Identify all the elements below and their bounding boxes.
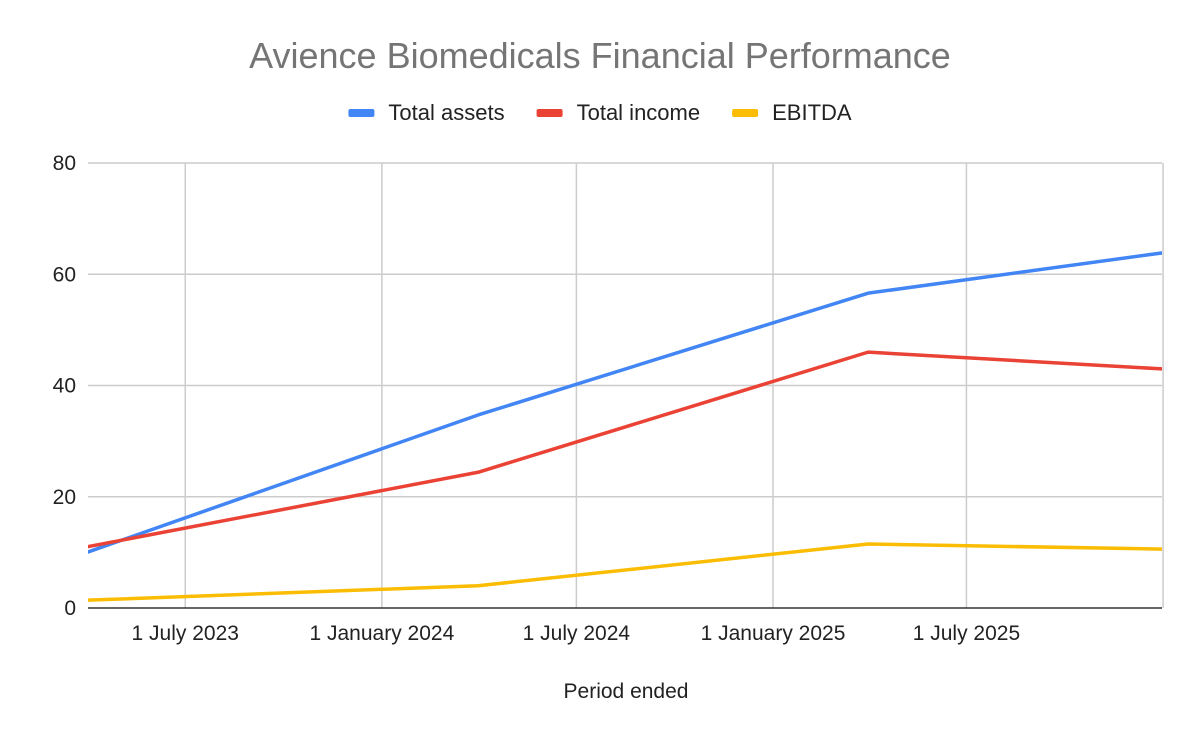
- x-axis-label: Period ended: [564, 680, 689, 703]
- legend-item-ebitda: EBITDA: [732, 100, 852, 125]
- legend-swatch: [732, 109, 759, 117]
- y-axis-ticks: 0 20 40 60 80: [53, 152, 76, 620]
- x-tick-label: 1 January 2025: [701, 622, 846, 645]
- legend-item-total-income: Total income: [536, 100, 701, 125]
- y-tick-label: 40: [53, 375, 76, 398]
- y-tick-label: 20: [53, 486, 76, 509]
- legend-item-total-assets: Total assets: [348, 100, 505, 125]
- chart-title: Avience Biomedicals Financial Performanc…: [249, 35, 951, 76]
- y-tick-label: 60: [53, 263, 76, 286]
- x-tick-label: 1 July 2023: [132, 622, 239, 645]
- x-axis-ticks: 1 July 2023 1 January 2024 1 July 2024 1 Ja…: [132, 622, 1021, 645]
- series-lines: [88, 251, 1162, 602]
- y-gridlines: [88, 162, 1162, 498]
- series-line-total-income: [88, 350, 1162, 549]
- legend-label: Total income: [577, 100, 701, 125]
- y-tick-label: 0: [64, 597, 76, 620]
- legend-label: Total assets: [388, 100, 504, 125]
- legend: Total assets Total income EBITDA: [348, 100, 852, 125]
- series-line-total-assets: [88, 251, 1162, 554]
- x-tick-label: 1 July 2025: [913, 622, 1020, 645]
- legend-swatch: [536, 109, 563, 117]
- x-tick-label: 1 January 2024: [309, 622, 454, 645]
- y-tick-label: 80: [53, 152, 76, 175]
- legend-swatch: [348, 109, 375, 117]
- x-tick-label: 1 July 2024: [523, 622, 631, 645]
- legend-label: EBITDA: [772, 100, 852, 125]
- series-line-ebitda: [88, 542, 1162, 602]
